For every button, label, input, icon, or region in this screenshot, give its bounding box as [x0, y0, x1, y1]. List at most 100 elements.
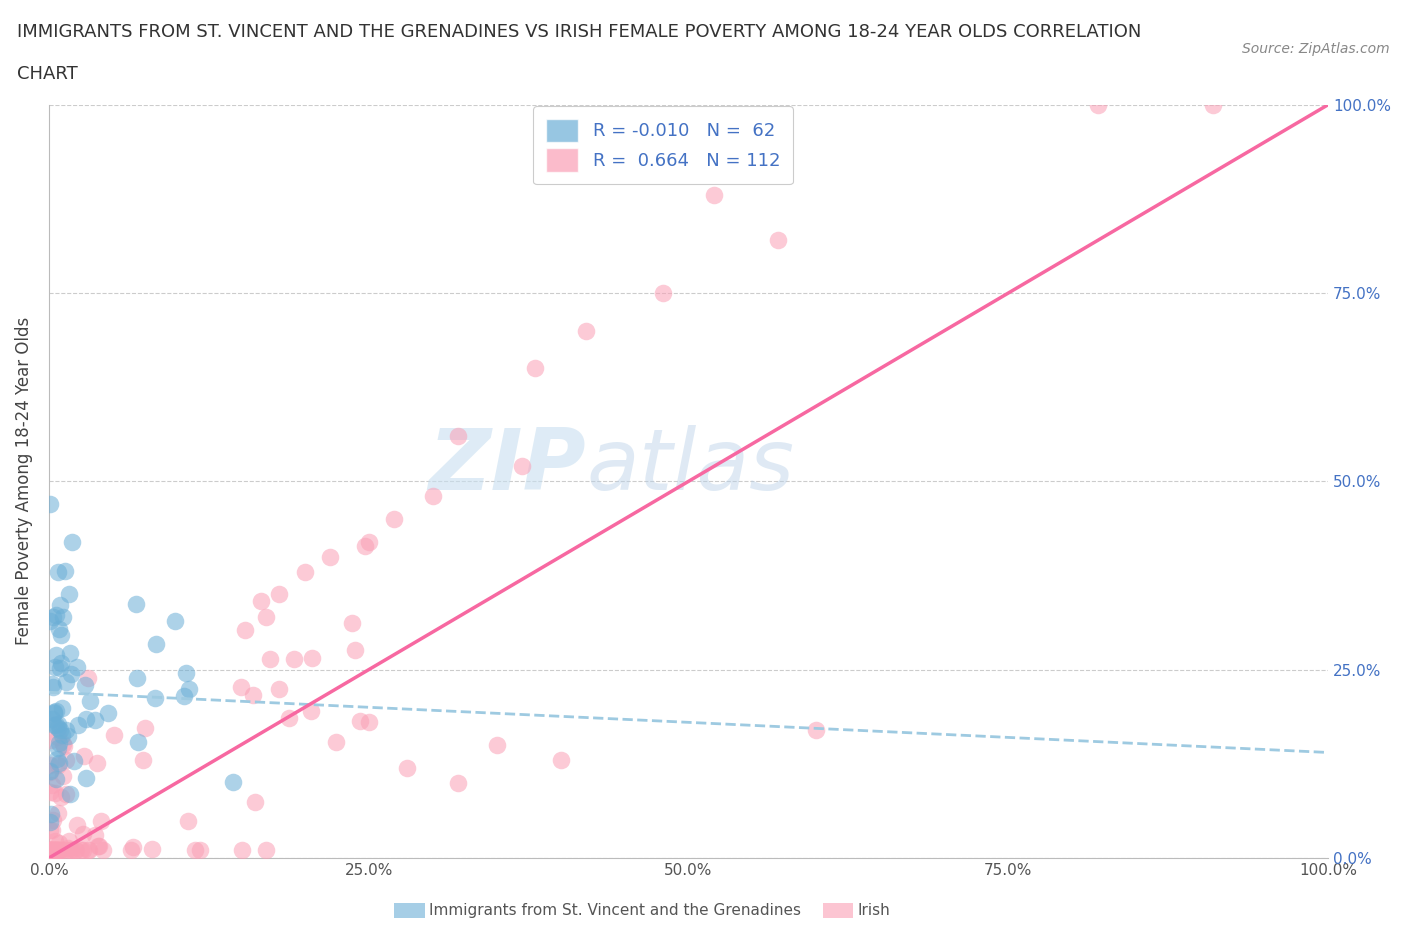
Point [39, 497, 62, 512]
Point [703, 188, 725, 203]
Point [103, 727, 125, 742]
Point [49, 628, 72, 643]
Text: Source: ZipAtlas.com: Source: ZipAtlas.com [1241, 42, 1389, 56]
Point [165, 614, 187, 629]
Point [145, 636, 167, 651]
Point [42, 843, 65, 857]
Point [48, 597, 70, 612]
Point [254, 843, 277, 857]
Point [45, 647, 67, 662]
Point [39, 815, 62, 830]
Text: Immigrants from St. Vincent and the Grenadines: Immigrants from St. Vincent and the Gren… [429, 903, 801, 918]
Point [132, 752, 155, 767]
Point [357, 534, 380, 549]
Point [269, 587, 291, 602]
Point [52, 737, 75, 751]
Point [766, 232, 789, 247]
Point [55, 723, 77, 737]
Point [63, 843, 86, 857]
Point [39, 843, 62, 857]
Point [65, 843, 87, 857]
Point [77, 843, 100, 857]
Point [343, 643, 366, 658]
Point [44, 843, 66, 857]
Point [447, 429, 470, 444]
Point [75, 711, 97, 726]
Point [325, 735, 347, 750]
Point [84, 828, 107, 843]
Point [48, 843, 70, 857]
Legend: R = -0.010   N =  62, R =  0.664   N = 112: R = -0.010 N = 62, R = 0.664 N = 112 [533, 106, 793, 184]
Point [79, 693, 101, 708]
Point [66, 659, 89, 674]
Point [72, 827, 94, 842]
Point [45, 607, 67, 622]
Point [250, 593, 273, 608]
Point [58, 587, 80, 602]
Point [283, 652, 305, 667]
Point [354, 538, 377, 553]
Point [58, 833, 80, 848]
Point [46, 843, 69, 857]
Point [231, 843, 253, 857]
Point [91, 843, 114, 857]
Point [396, 760, 419, 775]
Point [177, 814, 200, 829]
Point [141, 842, 163, 857]
Point [46, 805, 69, 820]
Point [87, 838, 110, 853]
Point [52, 769, 75, 784]
Point [46, 758, 69, 773]
Point [41, 711, 63, 726]
Point [45, 843, 67, 857]
Point [550, 752, 572, 767]
Text: IMMIGRANTS FROM ST. VINCENT AND THE GRENADINES VS IRISH FEMALE POVERTY AMONG 18-: IMMIGRANTS FROM ST. VINCENT AND THE GREN… [17, 23, 1142, 41]
Y-axis label: Female Poverty Among 18-24 Year Olds: Female Poverty Among 18-24 Year Olds [15, 317, 32, 645]
Point [52, 738, 75, 753]
Point [485, 737, 508, 752]
Point [46, 565, 69, 579]
Point [56, 841, 79, 856]
Point [55, 675, 77, 690]
Point [233, 623, 256, 638]
Point [96, 706, 118, 721]
Point [254, 609, 277, 624]
Point [49, 843, 72, 857]
Text: ZIP: ZIP [429, 425, 586, 508]
Point [48, 736, 70, 751]
Point [87, 839, 110, 854]
Point [46, 843, 69, 857]
Point [41, 777, 63, 792]
Point [67, 717, 90, 732]
Point [84, 712, 107, 727]
Point [51, 656, 73, 671]
Point [173, 689, 195, 704]
Point [45, 772, 67, 787]
Point [58, 728, 80, 743]
Point [41, 609, 63, 624]
Point [39, 733, 62, 748]
Point [45, 843, 67, 857]
Point [48, 721, 70, 736]
Point [73, 748, 96, 763]
Point [46, 752, 69, 767]
Point [1202, 98, 1225, 113]
Point [41, 823, 63, 838]
Point [39, 843, 62, 857]
Point [49, 660, 72, 675]
Point [652, 286, 675, 300]
Point [39, 843, 62, 857]
Point [46, 730, 69, 745]
Point [127, 671, 149, 685]
Point [52, 609, 75, 624]
Point [277, 711, 299, 726]
Point [39, 764, 62, 779]
Point [510, 458, 533, 473]
Point [46, 740, 69, 755]
Point [77, 843, 100, 857]
Point [76, 671, 98, 685]
Point [294, 565, 316, 579]
Point [267, 682, 290, 697]
Point [90, 814, 112, 829]
Point [45, 703, 67, 718]
